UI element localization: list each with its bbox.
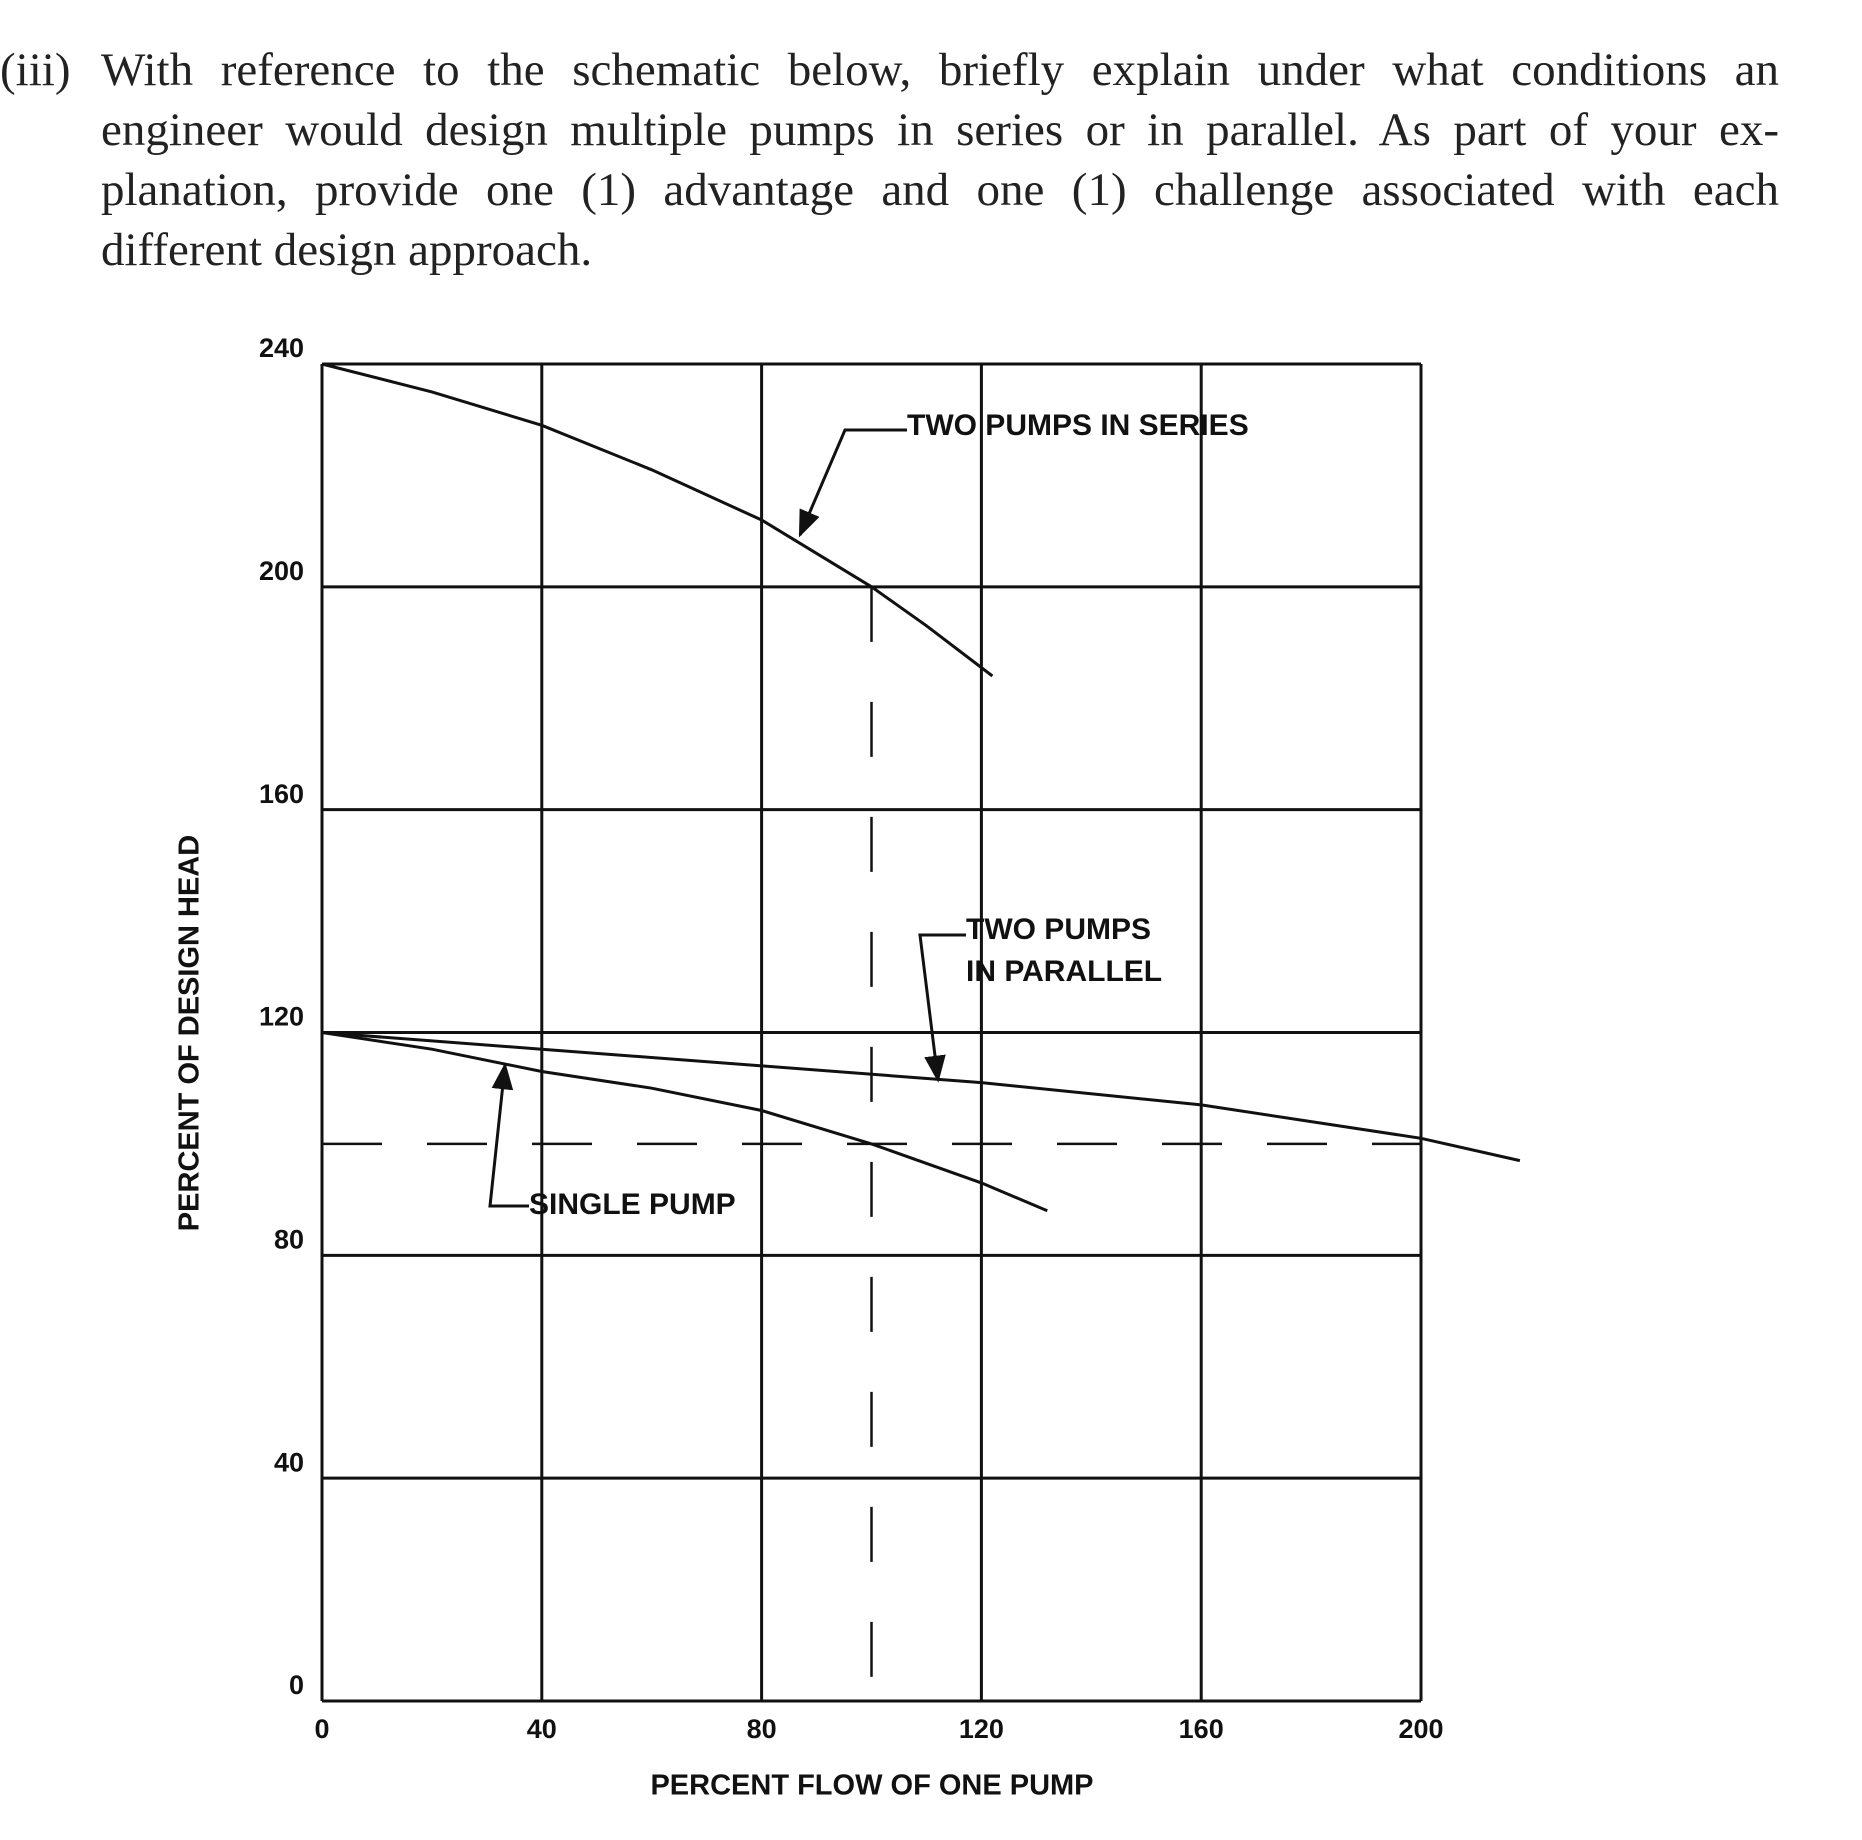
x-tick-label: 160 xyxy=(1179,1714,1224,1744)
y-tick-label: 0 xyxy=(289,1670,304,1700)
annotation-arrow xyxy=(798,428,907,538)
question-line: planation, provide one (1) advantage and… xyxy=(101,164,1779,216)
annotation-arrow xyxy=(918,933,966,1083)
y-tick-label: 40 xyxy=(274,1447,304,1477)
question-number: (iii) xyxy=(0,44,71,96)
legend-label: TWO PUMPS IN SERIES xyxy=(907,409,1249,442)
series-line xyxy=(321,1031,1521,1163)
question-text: With reference to the schematic below, b… xyxy=(101,40,1779,280)
x-tick-label: 0 xyxy=(314,1714,329,1744)
x-tick-label: 40 xyxy=(527,1714,557,1744)
y-tick-label: 120 xyxy=(259,1002,304,1032)
question-line: different design approach. xyxy=(101,224,593,276)
x-tick-label: 120 xyxy=(959,1714,1004,1744)
annotation-arrow xyxy=(488,1062,529,1208)
x-axis-label: PERCENT FLOW OF ONE PUMP xyxy=(650,1770,1093,1802)
series-line xyxy=(321,1031,1048,1213)
legend-label: TWO PUMPS xyxy=(966,913,1151,946)
x-tick-label: 200 xyxy=(1398,1714,1443,1744)
y-tick-label: 200 xyxy=(259,556,304,586)
y-tick-label: 80 xyxy=(274,1224,304,1254)
y-axis-label: PERCENT OF DESIGN HEAD xyxy=(174,835,206,1231)
question-line: With reference to the schematic below, b… xyxy=(101,44,1779,96)
y-tick-label: 160 xyxy=(259,779,304,809)
legend-label: SINGLE PUMP xyxy=(529,1188,736,1221)
x-tick-label: 80 xyxy=(747,1714,777,1744)
legend-label: IN PARALLEL xyxy=(966,955,1162,988)
y-tick-label: 240 xyxy=(259,333,304,363)
series-line xyxy=(321,362,994,678)
question-line: engineer would design multiple pumps in … xyxy=(101,104,1779,156)
